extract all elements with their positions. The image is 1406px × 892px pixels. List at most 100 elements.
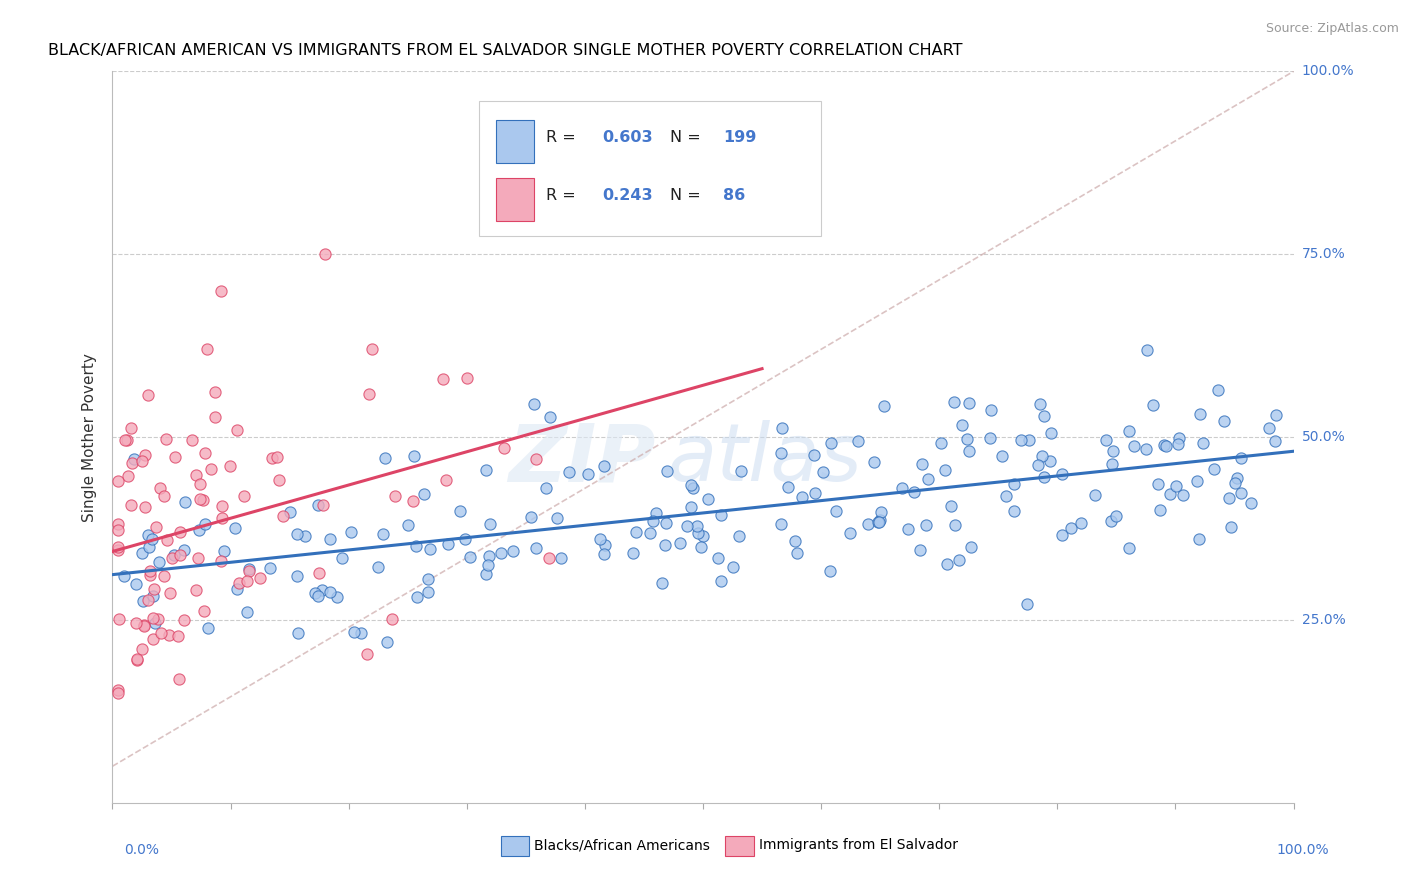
Point bbox=[866, 515, 889, 529]
Point bbox=[134, 448, 156, 462]
Point bbox=[624, 524, 647, 539]
Point bbox=[416, 572, 439, 586]
Point bbox=[132, 617, 155, 632]
Point bbox=[1149, 503, 1171, 517]
Point bbox=[120, 421, 142, 435]
Point bbox=[454, 533, 477, 547]
Point bbox=[1142, 399, 1164, 413]
Point bbox=[456, 370, 478, 384]
Point bbox=[960, 541, 983, 555]
Point bbox=[304, 586, 326, 600]
Point bbox=[655, 516, 678, 530]
Point bbox=[869, 505, 891, 519]
Point bbox=[686, 518, 709, 533]
Point bbox=[159, 586, 181, 600]
Point bbox=[357, 386, 380, 401]
Point bbox=[107, 682, 129, 697]
Point bbox=[319, 533, 342, 547]
Point bbox=[522, 397, 544, 411]
Point bbox=[211, 554, 233, 568]
Text: ZIP: ZIP bbox=[509, 420, 655, 498]
Point bbox=[1167, 432, 1189, 446]
Point bbox=[107, 612, 129, 626]
Point bbox=[326, 590, 349, 604]
Point bbox=[686, 525, 709, 540]
Point bbox=[576, 467, 599, 482]
Point bbox=[212, 544, 235, 558]
Point bbox=[641, 514, 664, 528]
Point bbox=[165, 450, 187, 465]
Point bbox=[287, 626, 309, 640]
Point bbox=[195, 343, 218, 357]
Point bbox=[173, 495, 195, 509]
Point bbox=[943, 518, 966, 533]
Point bbox=[312, 499, 335, 513]
Point bbox=[197, 621, 219, 635]
Text: 75.0%: 75.0% bbox=[1302, 247, 1346, 261]
Text: BLACK/AFRICAN AMERICAN VS IMMIGRANTS FROM EL SALVADOR SINGLE MOTHER POVERTY CORR: BLACK/AFRICAN AMERICAN VS IMMIGRANTS FRO… bbox=[48, 43, 962, 58]
Point bbox=[361, 343, 384, 357]
Point bbox=[259, 560, 281, 574]
Point bbox=[770, 445, 793, 459]
Point bbox=[163, 548, 186, 562]
Point bbox=[478, 549, 501, 563]
Point bbox=[479, 517, 502, 532]
Point bbox=[153, 490, 176, 504]
Point bbox=[1015, 597, 1038, 611]
Point bbox=[211, 511, 233, 525]
Point bbox=[1018, 434, 1040, 448]
Point bbox=[278, 505, 301, 519]
Point bbox=[124, 616, 146, 631]
Point bbox=[145, 520, 167, 534]
Point bbox=[1050, 527, 1073, 541]
Point bbox=[136, 527, 159, 541]
Point bbox=[1229, 450, 1251, 465]
Point bbox=[679, 478, 702, 492]
Point bbox=[979, 431, 1001, 445]
Point bbox=[936, 558, 959, 572]
Point bbox=[139, 568, 162, 582]
Point bbox=[818, 564, 841, 578]
Point bbox=[186, 551, 208, 566]
Point bbox=[1154, 439, 1177, 453]
Point bbox=[778, 480, 800, 494]
Point bbox=[1101, 457, 1123, 471]
Point bbox=[188, 491, 211, 506]
Point bbox=[934, 462, 956, 476]
Point bbox=[869, 513, 891, 527]
Point bbox=[723, 560, 745, 574]
Point bbox=[267, 473, 290, 487]
Point bbox=[131, 642, 153, 657]
Point bbox=[285, 527, 308, 541]
Point bbox=[1226, 471, 1249, 485]
Point bbox=[873, 399, 896, 413]
Point bbox=[308, 566, 330, 580]
Point bbox=[125, 652, 148, 666]
Point bbox=[107, 540, 129, 554]
Point bbox=[191, 492, 214, 507]
Point bbox=[1118, 424, 1140, 438]
Point bbox=[1264, 434, 1286, 449]
Point bbox=[148, 482, 170, 496]
Text: 199: 199 bbox=[723, 130, 756, 145]
Point bbox=[405, 590, 427, 604]
Text: 50.0%: 50.0% bbox=[1302, 430, 1346, 444]
Point bbox=[477, 558, 499, 572]
Point bbox=[232, 489, 254, 503]
Point bbox=[1219, 520, 1241, 534]
Point bbox=[645, 507, 668, 521]
Point bbox=[911, 457, 934, 471]
Point bbox=[846, 434, 869, 448]
Point bbox=[939, 499, 962, 513]
Point bbox=[340, 524, 363, 539]
Point bbox=[125, 577, 148, 591]
Point bbox=[117, 468, 139, 483]
Point bbox=[682, 481, 704, 495]
Text: N =: N = bbox=[669, 130, 706, 145]
Point bbox=[1240, 496, 1263, 510]
Point bbox=[862, 455, 884, 469]
Point bbox=[225, 423, 247, 437]
Point bbox=[654, 538, 676, 552]
Point bbox=[384, 489, 406, 503]
Point bbox=[131, 454, 153, 468]
